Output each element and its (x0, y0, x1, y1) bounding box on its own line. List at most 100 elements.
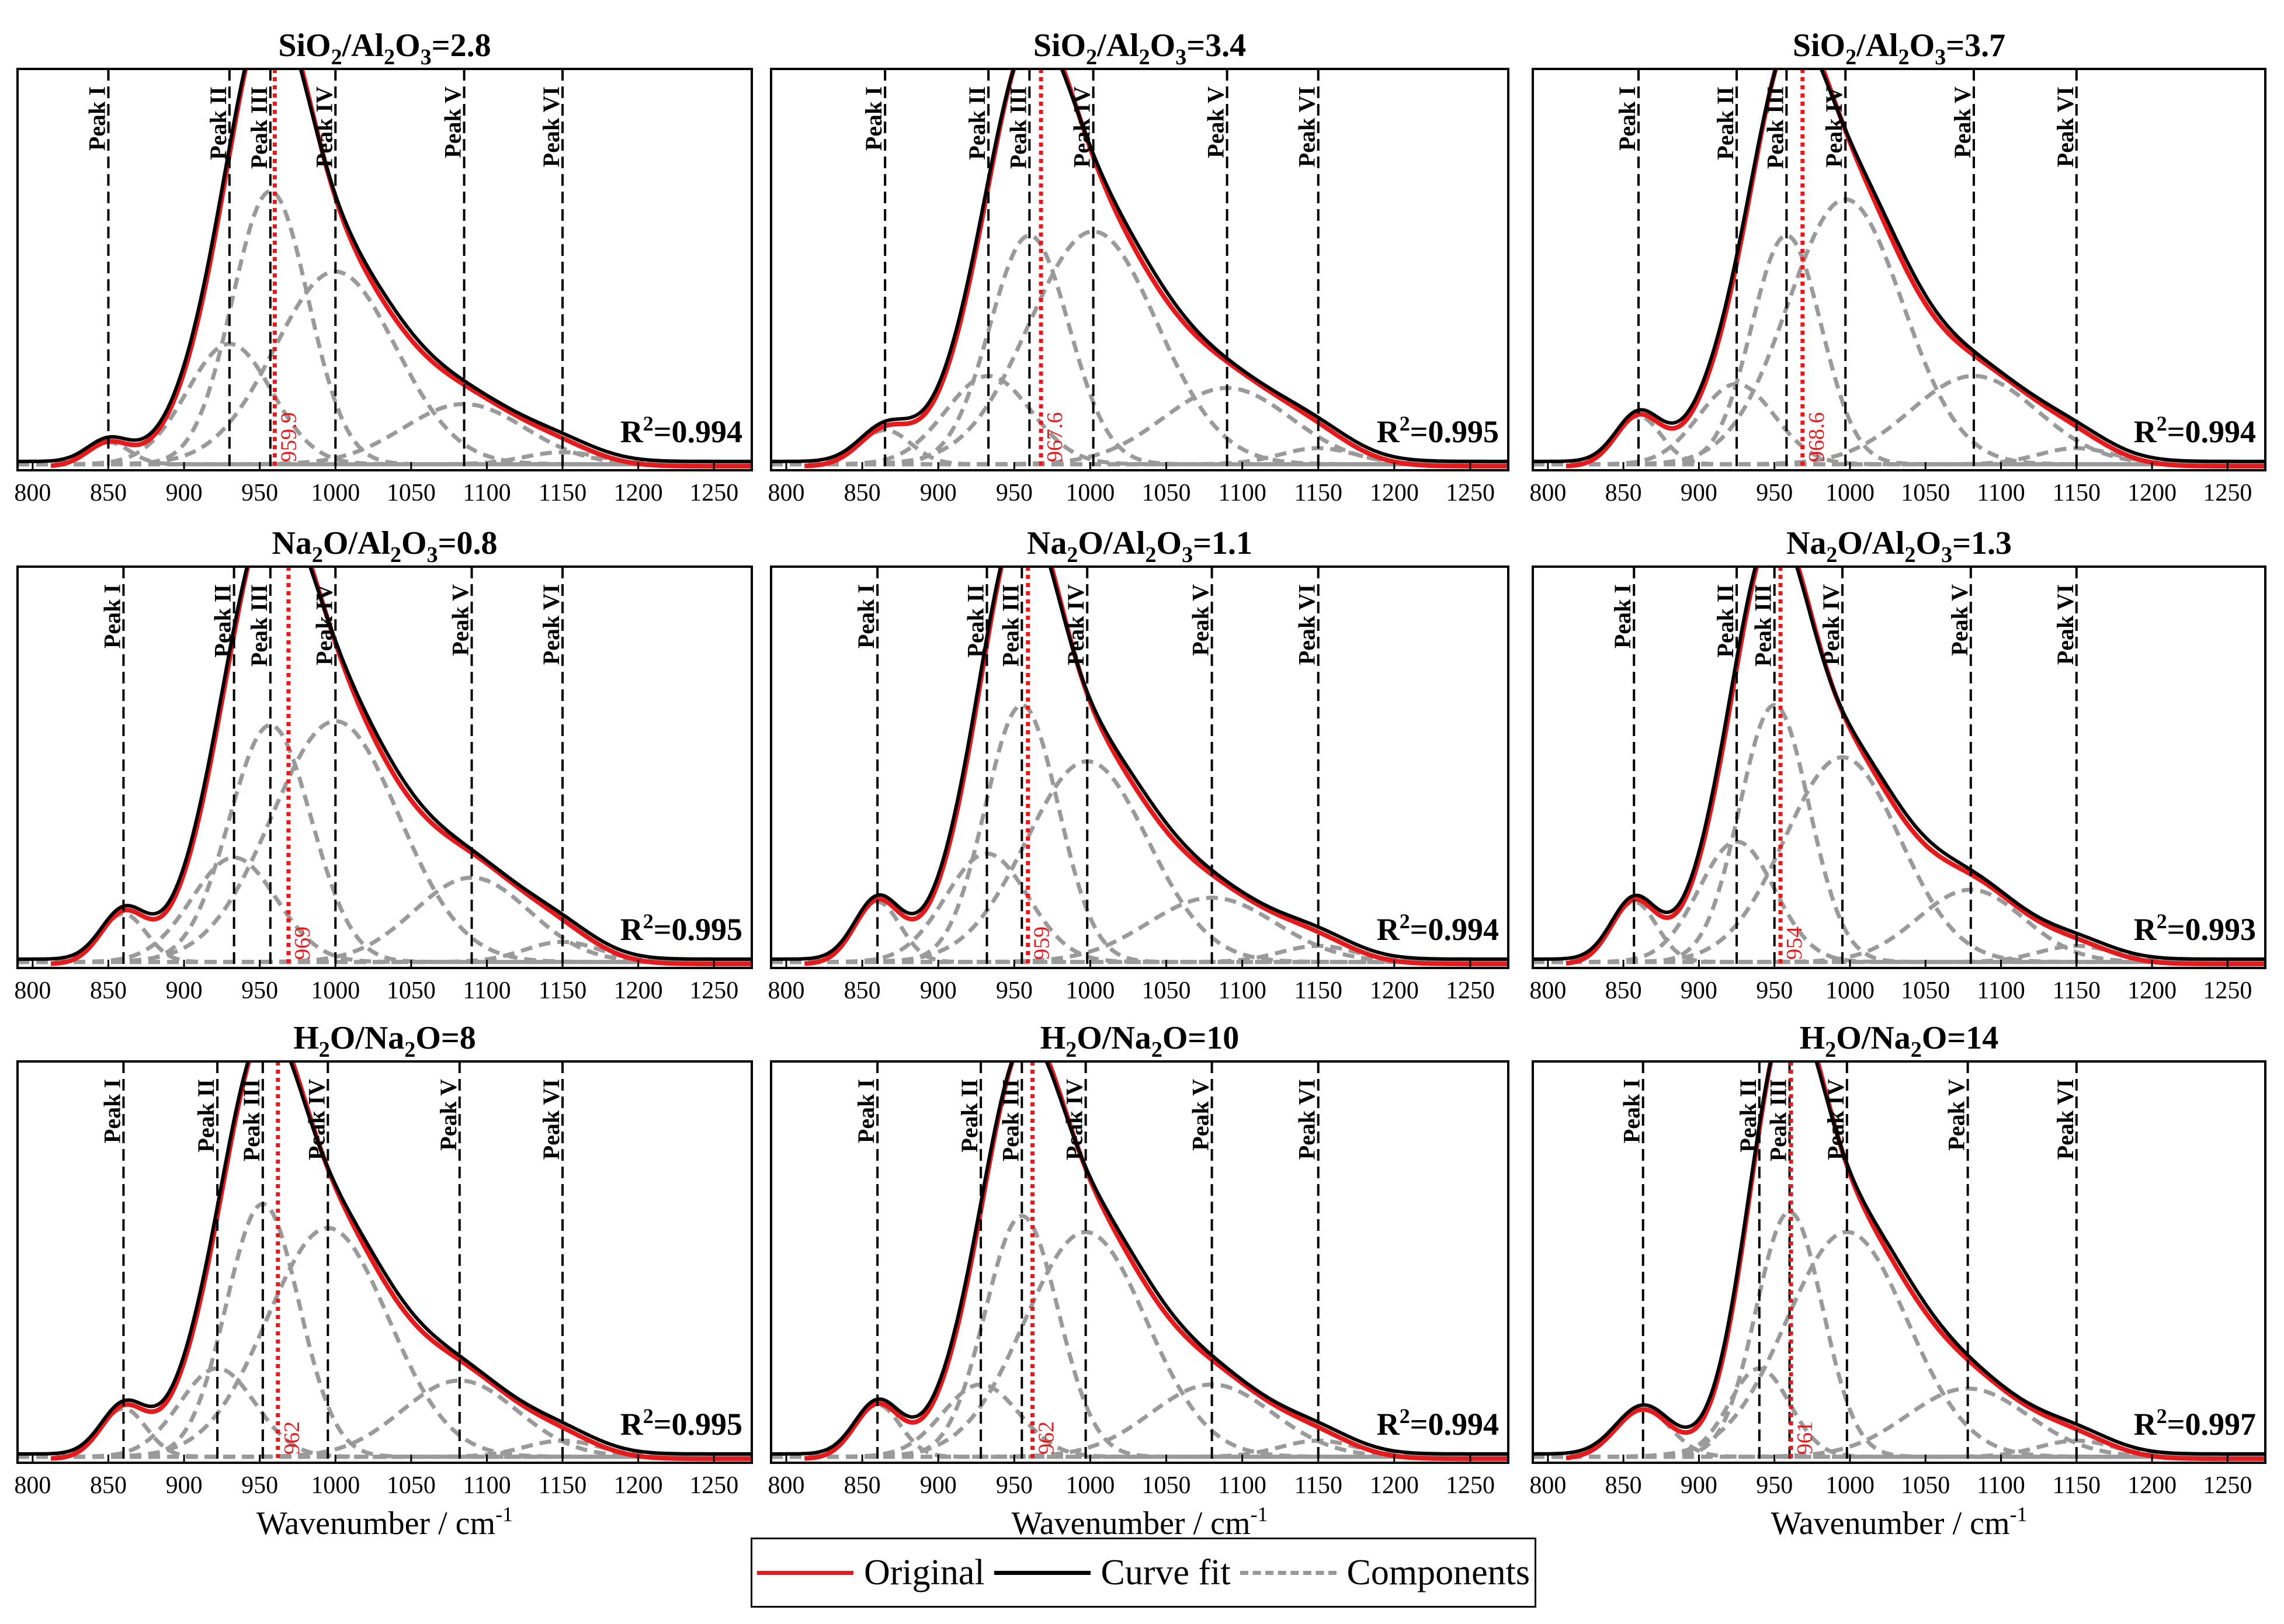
x-tick-label: 900 (1681, 977, 1717, 1004)
plot-frame (1532, 68, 2266, 471)
center-value-label: 967.6 (1043, 412, 1067, 463)
x-tick-label: 900 (166, 977, 203, 1004)
x-tick-label: 1250 (689, 977, 738, 1004)
legend-label-components: Components (1346, 1552, 1530, 1592)
x-tick-label: 1050 (1901, 1472, 1950, 1499)
curve-fit (1533, 69, 2265, 463)
x-tick-label: 1250 (1446, 1472, 1495, 1499)
plot-frame (770, 1060, 1509, 1464)
panel-title: H2​O/Na2​O=14 (1800, 1020, 1999, 1062)
x-tick-label: 900 (920, 480, 957, 506)
peak-label-2: Peak II (210, 584, 236, 658)
x-tick-label: 1250 (2203, 977, 2252, 1004)
r2-label: R2=0.994 (2134, 412, 2256, 449)
x-tick-label: 1250 (689, 1472, 738, 1499)
peak-label-1: Peak I (853, 1079, 879, 1143)
x-tick-label: 1150 (539, 1472, 586, 1499)
x-tick-label: 1100 (1218, 480, 1266, 506)
x-tick-label: 1150 (1294, 1472, 1342, 1499)
center-value-label: 954 (1782, 926, 1807, 960)
center-value-label: 969 (290, 926, 315, 960)
x-tick-label: 1150 (1294, 480, 1342, 506)
x-tick-label: 1200 (1370, 480, 1419, 506)
x-tick-label: 850 (1605, 977, 1642, 1004)
peak-label-4: Peak IV (1823, 1079, 1849, 1160)
x-tick-label: 1150 (2053, 977, 2101, 1004)
panel-8: H2​O/Na2​O=10 Peak I Peak II Peak III Peak I… (768, 1020, 1509, 1542)
peak-label-6: Peak VI (1294, 86, 1320, 167)
curve-fit (771, 69, 1508, 463)
center-value-label: 959.9 (276, 412, 301, 463)
r2-label: R2=0.997 (2134, 1404, 2256, 1442)
x-axis-label: Wavenumber / cm-1 (256, 1502, 513, 1542)
x-tick-label: 1250 (1446, 977, 1495, 1004)
peak-label-1: Peak I (99, 1079, 125, 1143)
peak-label-2: Peak II (193, 1079, 219, 1153)
center-value-label: 961 (1793, 1421, 1817, 1455)
peak-label-4: Peak IV (1818, 584, 1844, 665)
x-axis-label: Wavenumber / cm-1 (1771, 1502, 2027, 1542)
peak-label-3: Peak III (1005, 86, 1031, 169)
peak-label-5: Peak V (1203, 86, 1229, 158)
peak-label-5: Peak V (447, 584, 474, 656)
x-tick-label: 800 (14, 1472, 51, 1499)
x-tick-label: 950 (241, 1472, 278, 1499)
x-tick-label: 1200 (614, 480, 663, 506)
x-tick-label: 950 (996, 1472, 1033, 1499)
x-tick-label: 850 (90, 977, 127, 1004)
panel-title: SiO2​/Al2​O3​=3.7 (1793, 27, 2005, 70)
r2-label: R2=0.995 (620, 910, 742, 947)
peak-label-5: Peak V (1949, 86, 1976, 158)
x-tick-label: 800 (768, 1472, 805, 1499)
x-tick-label: 950 (996, 977, 1033, 1004)
curve-fit (18, 567, 752, 961)
plot-frame (770, 68, 1509, 471)
legend-swatch-components (1240, 1570, 1337, 1575)
r2-label: R2=0.995 (620, 1404, 742, 1442)
panel-2: SiO2​/Al2​O3​=3.4 Peak I Peak II Peak III Pe… (768, 27, 1509, 506)
legend: Original Curve fit Components (751, 1538, 1536, 1608)
peak-label-4: Peak IV (1821, 86, 1847, 168)
x-tick-label: 800 (1529, 977, 1566, 1004)
x-tick-label: 1000 (1065, 1472, 1115, 1499)
peak-label-4: Peak IV (1069, 86, 1095, 168)
x-axis-label: Wavenumber / cm-1 (1011, 1502, 1268, 1542)
panel-5: Na2​O/Al2​O3​=1.1 Peak I Peak II Peak III Pe… (768, 525, 1509, 1004)
x-tick-label: 1150 (539, 977, 586, 1004)
x-tick-label: 800 (14, 977, 51, 1004)
peak-label-6: Peak VI (538, 584, 564, 665)
x-tick-label: 1050 (1142, 480, 1191, 506)
panel-title: Na2​O/Al2​O3​=1.3 (1786, 525, 2012, 567)
peak-label-5: Peak V (1946, 584, 1973, 656)
x-tick-label: 1250 (2203, 1472, 2252, 1499)
component-curve-1 (771, 428, 1508, 467)
r2-label: R2=0.993 (2134, 910, 2256, 947)
x-tick-label: 1150 (2053, 480, 2101, 506)
x-tick-label: 1000 (1065, 480, 1115, 506)
x-tick-label: 900 (920, 1472, 957, 1499)
panel-title: Na2​O/Al2​O3​=1.1 (1027, 525, 1252, 567)
plot-frame (16, 565, 753, 969)
original-curve (1566, 567, 2265, 967)
peak-label-6: Peak VI (1294, 1079, 1320, 1160)
x-tick-label: 850 (844, 480, 881, 506)
x-tick-label: 1100 (1977, 480, 2025, 506)
x-tick-label: 800 (768, 977, 805, 1004)
plot-frame (770, 565, 1509, 969)
center-value-label: 959 (1030, 926, 1054, 960)
peak-label-2: Peak II (1712, 584, 1738, 658)
peak-label-6: Peak VI (2052, 1079, 2078, 1160)
original-curve (804, 1061, 1508, 1462)
panel-3: SiO2​/Al2​O3​=3.7 Peak I Peak II Peak III Pe… (1529, 27, 2266, 506)
curve-fit (18, 69, 752, 463)
component-curve-2 (1533, 381, 2265, 467)
x-tick-label: 1050 (387, 1472, 436, 1499)
x-tick-label: 1000 (311, 1472, 360, 1499)
panel-title: SiO2​/Al2​O3​=3.4 (1033, 27, 1246, 70)
x-tick-label: 1150 (1294, 977, 1342, 1004)
panel-title: H2​O/Na2​O=8 (293, 1020, 476, 1062)
curve-fit (771, 1061, 1508, 1456)
peak-label-3: Peak III (246, 584, 272, 667)
peak-label-4: Peak IV (311, 86, 337, 168)
peak-label-3: Peak III (1762, 86, 1788, 169)
